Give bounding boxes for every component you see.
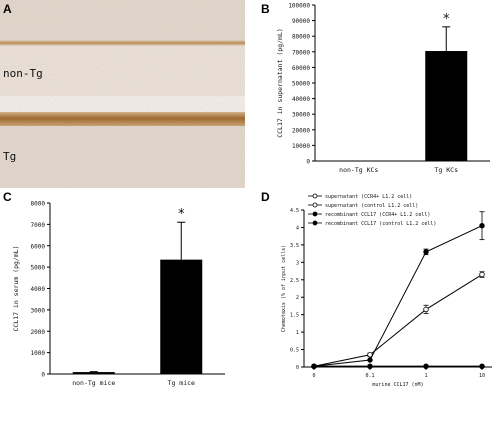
chart-c-bar [160,259,203,374]
chart-c-y-tick-label: 1000 [31,350,46,357]
chart-b-y-axis-label: CCL17 in supernatant (pg/mL) [276,28,284,138]
chart-d-y-tick-label: 3.5 [290,243,299,249]
chart-d-legend-marker [312,220,318,226]
chart-d-y-tick-label: 3 [296,260,299,266]
chart-d-point [423,306,429,313]
chart-d-point [423,363,429,370]
chart-d-series-line [313,274,483,367]
chart-d-legend-marker [312,211,318,217]
histology-image [0,0,245,188]
chart-d-x-axis-label: murine CCL17 (nM) [372,382,423,388]
chart-d-y-tick-label: 2 [296,295,299,301]
chart-d-point [479,223,485,229]
chart-b-y-tick-label: 60000 [292,65,310,72]
chart-b-y-tick-label: 10000 [292,143,310,150]
chart-c-y-tick-label: 0 [41,372,45,379]
chart-d-x-tick-label: 0 [312,373,315,379]
chart-b-category-label: non-Tg KCs [339,166,378,174]
chart-d-y-tick-label: 4.5 [290,208,299,214]
chart-b-y-tick-label: 0 [306,159,310,166]
chart-d-point [479,271,485,278]
chart-c-y-tick-label: 7000 [31,222,46,229]
chart-d-y-tick-label: 0 [296,365,299,371]
chart-b-y-tick-label: 80000 [292,34,310,41]
chart-c-y-tick-label: 5000 [31,265,46,272]
chart-d-legend-label: recombinant CCL17 (control L1.2 cell) [325,221,436,227]
panel-letter-b: B [261,2,270,16]
chart-d-point [311,363,317,370]
photo-label-non-tg: non-Tg [3,67,43,80]
chart-c-category-label: non-Tg mice [72,379,115,387]
chart-b-y-tick-label: 90000 [292,18,310,25]
chart-d-x-tick-label: 0.1 [365,373,374,379]
chart-d-x-tick-label: 10 [479,373,485,379]
chart-c-y-tick-label: 4000 [31,286,46,293]
photo-label-tg: Tg [3,150,17,163]
chart-b-y-tick-label: 50000 [292,81,310,88]
chart-c-y-tick-label: 8000 [31,201,46,208]
panel-letter-d: D [261,190,270,204]
chart-d-y-tick-label: 2.5 [290,278,299,284]
chart-d-legend-marker [312,202,318,208]
chart-c-y-tick-label: 3000 [31,307,46,314]
chart-d-y-axis-label: Chemotaxis (% of input cells) [281,245,287,332]
chart-d-legend-marker [312,193,318,199]
chart-b-y-tick-label: 20000 [292,127,310,134]
chart-d-legend-label: supernatant (control L1.2 cell) [325,203,418,209]
chart-b-y-tick-label: 100000 [288,3,310,10]
chart-d-point [479,363,485,370]
chart-c: 0 1000 2000 3000 4000 5000 6000 7000 8000 non-Tg … [12,201,225,387]
chart-b-significance-star: * [442,12,450,27]
chart-c-y-tick-label: 6000 [31,243,46,250]
chart-d: 0 0.5 1 1.5 2 2.5 3 3.5 4 4.5 0 0.1 1 10 murine CCL17 … [281,193,492,388]
chart-d-point [367,363,373,370]
chart-d-series-line [313,225,483,367]
panel-letter-c: C [3,190,12,204]
chart-c-category-label: Tg mice [168,379,195,387]
chart-d-point [367,357,373,363]
chart-d-y-tick-label: 1.5 [290,313,299,319]
chart-c-bar [72,372,115,374]
chart-d-y-tick-label: 1 [296,330,299,336]
chart-b-y-tick-label: 40000 [292,96,310,103]
chart-d-legend-label: recombinant CCL17 (CCR4+ L1.2 cell) [325,212,430,218]
chart-c-y-axis-label: CCL17 in serum (pg/mL) [12,245,20,331]
chart-d-y-tick-label: 0.5 [290,348,299,354]
chart-b-y-tick-label: 30000 [292,112,310,119]
chart-c-significance-star: * [177,207,185,222]
chart-b-bar [425,51,468,161]
chart-b-y-tick-label: 70000 [292,49,310,56]
chart-c-y-tick-label: 2000 [31,329,46,336]
chart-b: 0 10000 20000 30000 40000 50000 60000 70000 8000… [276,3,490,174]
chart-d-point [423,249,429,255]
chart-b-category-label: Tg KCs [435,166,459,174]
panel-letter-a: A [3,2,12,16]
chart-d-y-tick-label: 4 [296,225,299,231]
chart-d-x-tick-label: 1 [424,373,427,379]
chart-d-legend-label: supernatant (CCR4+ L1.2 cell) [325,194,412,200]
